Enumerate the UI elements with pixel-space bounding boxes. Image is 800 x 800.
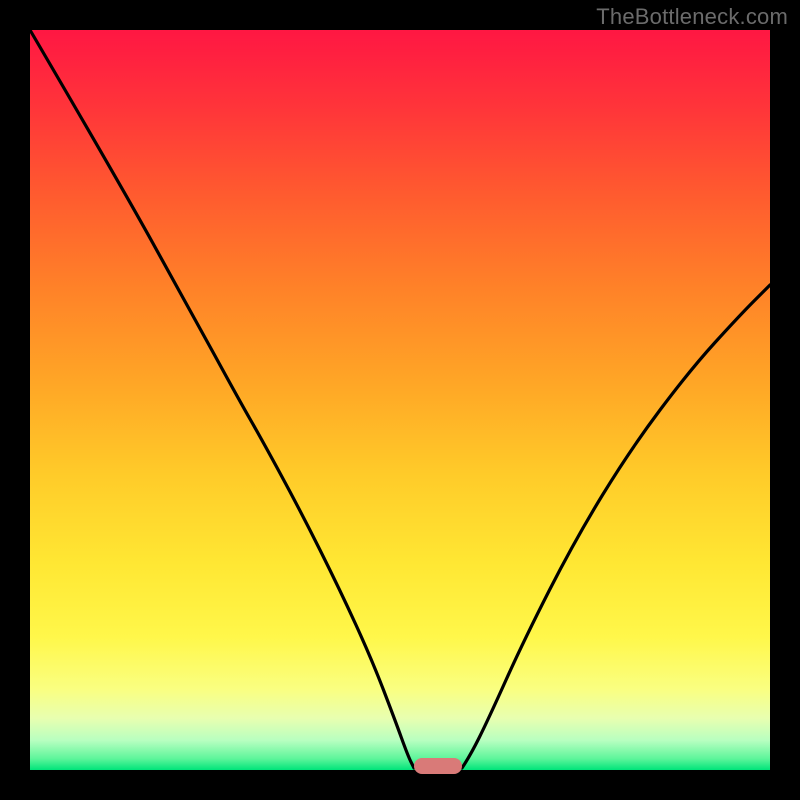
watermark-text: TheBottleneck.com: [596, 4, 788, 30]
bottleneck-chart: [0, 0, 800, 800]
gradient-background: [30, 30, 770, 770]
bottleneck-marker: [414, 758, 462, 774]
chart-canvas: TheBottleneck.com: [0, 0, 800, 800]
